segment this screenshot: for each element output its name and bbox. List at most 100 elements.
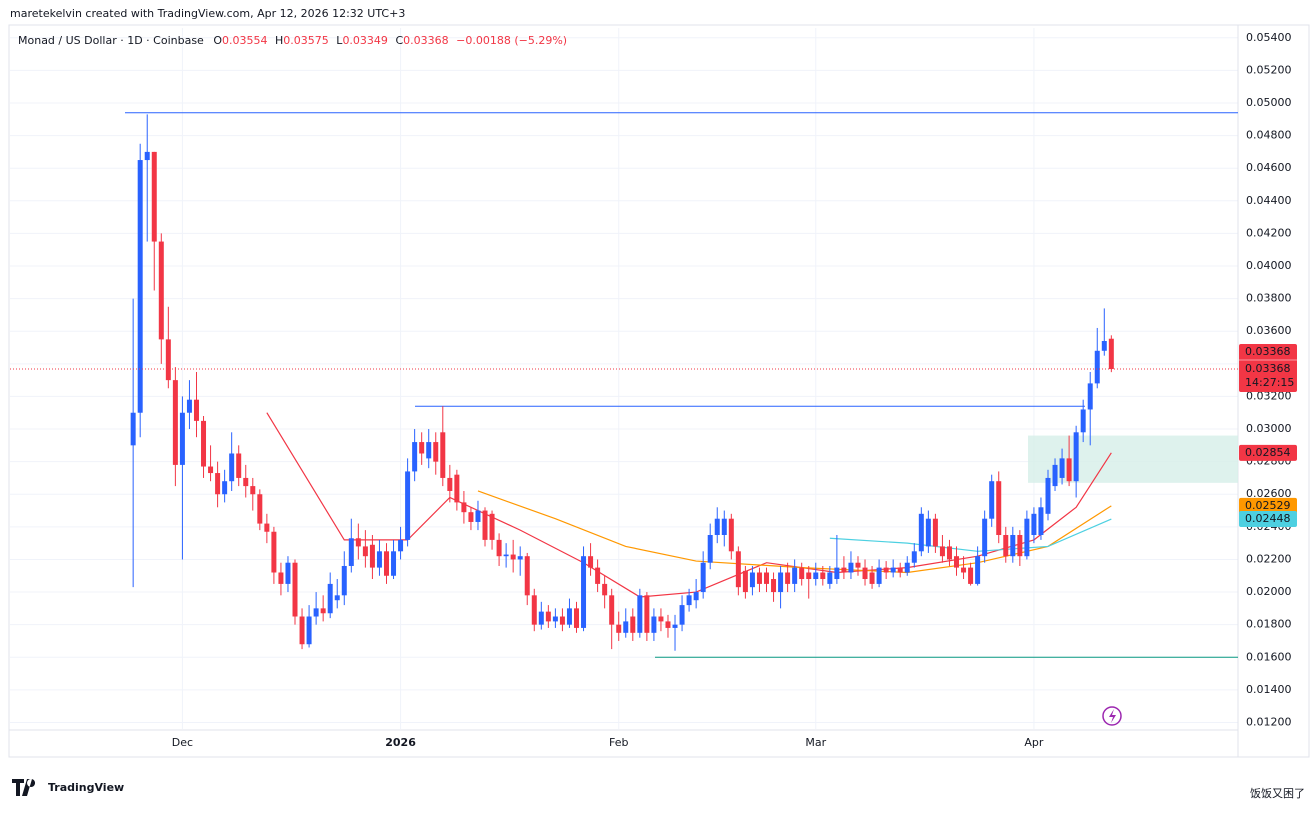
candle-body — [918, 513, 924, 552]
ma-label: 0.02448 — [1245, 512, 1291, 525]
y-tick-label: 0.04200 — [1246, 226, 1292, 239]
ohlc-letter: O — [213, 34, 222, 47]
attribution: maretekelvin created with TradingView.co… — [10, 7, 405, 20]
candle-body — [862, 567, 868, 580]
candle-body — [911, 551, 917, 563]
ohlc-letter: H — [275, 34, 283, 47]
candle-body — [405, 471, 411, 540]
candle-body — [236, 453, 242, 478]
candle-body — [144, 151, 150, 161]
candle-body — [771, 579, 777, 593]
symbol: Monad / US Dollar · 1D · Coinbase — [18, 34, 204, 47]
candle-body — [179, 412, 185, 465]
candle-body — [939, 546, 945, 557]
symbol-price-label: 0.03368 — [1245, 345, 1291, 358]
candle-body — [848, 562, 854, 573]
legend: Monad / US Dollar · 1D · Coinbase O 0.035… — [18, 34, 567, 47]
candle-body — [566, 608, 572, 625]
candle-body — [531, 595, 537, 625]
candle-body — [1017, 535, 1023, 557]
y-tick-label: 0.05400 — [1246, 31, 1292, 44]
candle-body — [764, 572, 770, 584]
candle-body — [707, 535, 713, 563]
low-value: 0.03349 — [342, 34, 388, 47]
candle-body — [785, 572, 791, 584]
candle-body — [961, 567, 967, 573]
y-tick-label: 0.05200 — [1246, 63, 1292, 76]
y-tick-label: 0.01600 — [1246, 650, 1292, 663]
candle-body — [714, 518, 720, 536]
candle-body — [355, 538, 361, 547]
candle-body — [946, 546, 952, 560]
candle-body — [278, 572, 284, 584]
last-price-label: 0.03368 — [1245, 362, 1291, 375]
candle-body — [975, 556, 981, 584]
candle-body — [257, 494, 263, 524]
candle-body — [686, 595, 692, 606]
candle-body — [299, 616, 305, 645]
ohlc-letter: C — [395, 34, 403, 47]
candle-body — [581, 556, 587, 628]
candle-body — [503, 554, 509, 557]
candle-body — [186, 399, 192, 413]
candle-body — [954, 556, 960, 568]
candle-body — [362, 546, 368, 557]
candle-body — [391, 551, 397, 576]
candle-body — [334, 595, 340, 601]
candle-body — [1080, 409, 1086, 433]
logo-text: TradingView — [48, 781, 124, 794]
logo: TradingView — [12, 779, 124, 796]
candle-body — [609, 595, 615, 625]
candle-body — [672, 624, 678, 628]
candle-body — [869, 572, 875, 584]
candle-body — [1003, 535, 1009, 557]
candle-body — [841, 567, 847, 573]
candle-body — [482, 510, 488, 540]
candle-body — [426, 442, 432, 459]
moving-average — [829, 518, 1112, 552]
candle-body — [208, 466, 214, 474]
ma-label-box — [1239, 444, 1297, 461]
candle-body — [222, 481, 228, 495]
candle-body — [1087, 383, 1093, 410]
candle-body — [447, 477, 453, 491]
high-value: 0.03575 — [283, 34, 329, 47]
y-tick-label: 0.02600 — [1246, 487, 1292, 500]
candle-body — [327, 583, 333, 614]
x-tick-label: 2026 — [385, 736, 416, 749]
candle-body — [412, 442, 418, 472]
candle-body — [820, 572, 826, 580]
candle-body — [538, 611, 544, 625]
logo-mark — [12, 779, 36, 796]
candle-body — [130, 412, 136, 446]
candle-body — [756, 572, 762, 584]
candle-body — [151, 151, 157, 242]
candle-body — [595, 567, 601, 584]
candle-body — [137, 160, 143, 413]
candle-body — [341, 565, 347, 596]
candle-body — [440, 432, 446, 478]
plot-area: 0.01200 0.01400 0.01600 0.01800 0.02000 0.022… — [9, 25, 1292, 757]
candle-body — [679, 605, 685, 625]
candle-body — [827, 572, 833, 584]
candle-body — [545, 611, 551, 622]
candle-body — [1101, 341, 1107, 351]
candle-body — [313, 608, 319, 617]
candle-body — [616, 624, 622, 633]
candle-body — [806, 572, 812, 580]
y-tick-label: 0.04400 — [1246, 194, 1292, 207]
candle-body — [172, 380, 178, 465]
y-tick-label: 0.01200 — [1246, 715, 1292, 728]
y-tick-label: 0.04800 — [1246, 129, 1292, 142]
x-tick-label: Dec — [172, 736, 193, 749]
candle-body — [588, 556, 594, 568]
candle-body — [320, 608, 326, 614]
change: −0.00188 (−5.29%) — [456, 34, 567, 47]
candle-body — [517, 556, 523, 560]
price-label-box — [1239, 344, 1297, 393]
candle-body — [1045, 477, 1051, 514]
candle-body — [398, 539, 404, 552]
alert-icon[interactable] — [1102, 706, 1122, 726]
candle-body — [454, 474, 460, 503]
